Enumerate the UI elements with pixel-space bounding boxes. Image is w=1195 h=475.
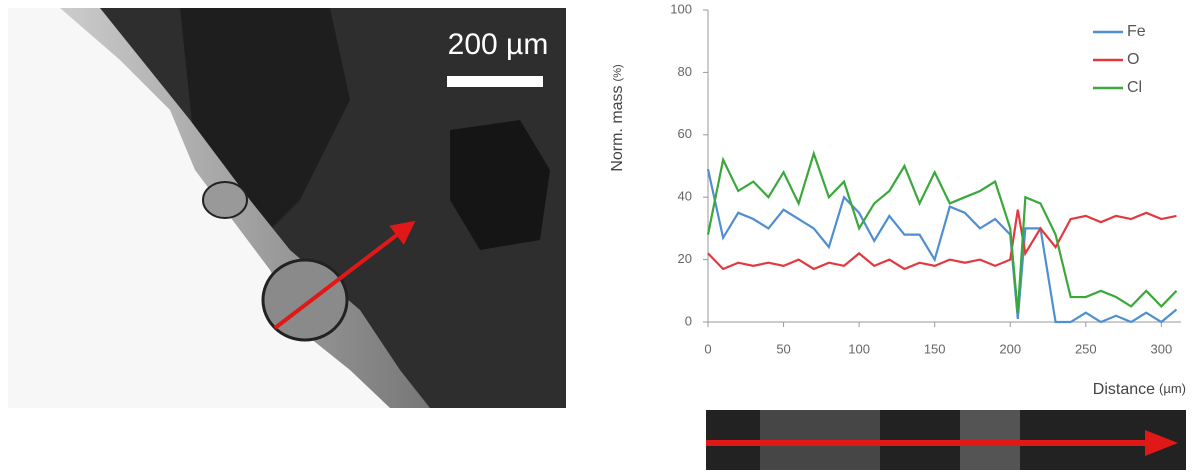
legend-label: Cl: [1127, 79, 1142, 96]
x-unit: (µm): [1159, 381, 1186, 396]
series-line: [706, 168, 1178, 324]
x-tick-label: 50: [776, 341, 790, 356]
x-tick-label: 100: [848, 341, 870, 356]
y-label: Norm. mass: [609, 85, 626, 171]
micrograph: 200 µm: [8, 8, 566, 408]
x-tick-label: 250: [1075, 341, 1097, 356]
scale-label: 200 µm: [448, 28, 549, 61]
x-label: Distance: [1093, 381, 1155, 398]
pore: [450, 120, 550, 250]
series-line: [706, 149, 1178, 313]
legend-label: Fe: [1127, 23, 1146, 40]
x-axis-label: Distance (µm): [1093, 381, 1186, 398]
scan-arrow: [273, 220, 416, 330]
y-tick-label: 20: [678, 251, 692, 266]
y-axis-label: Norm. mass (%): [609, 64, 626, 171]
y-tick-label: 100: [670, 1, 692, 16]
particle: [202, 181, 248, 219]
scale-bar: [447, 76, 543, 87]
x-tick-label: 0: [704, 341, 711, 356]
legend-label: O: [1127, 51, 1139, 68]
x-tick-label: 300: [1151, 341, 1173, 356]
series-line: [707, 209, 1177, 271]
y-unit: (%): [612, 64, 624, 81]
y-tick-label: 0: [685, 313, 692, 328]
y-tick-label: 80: [678, 64, 692, 79]
bright-region: [8, 8, 390, 408]
y-tick-label: 40: [678, 189, 692, 204]
x-tick-label: 150: [924, 341, 946, 356]
x-tick-label: 200: [999, 341, 1021, 356]
scan-strip: [706, 410, 1186, 470]
y-tick-label: 60: [678, 126, 692, 141]
strip-arrow-head: [1145, 430, 1178, 456]
